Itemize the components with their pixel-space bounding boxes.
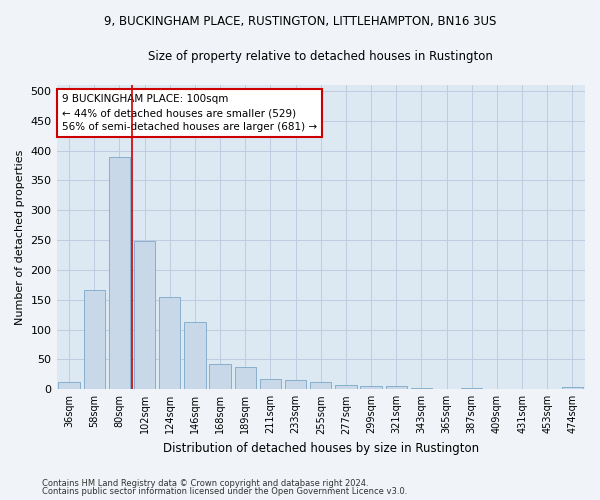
- Text: 9, BUCKINGHAM PLACE, RUSTINGTON, LITTLEHAMPTON, BN16 3US: 9, BUCKINGHAM PLACE, RUSTINGTON, LITTLEH…: [104, 15, 496, 28]
- Bar: [310, 382, 331, 390]
- Bar: [58, 382, 80, 390]
- X-axis label: Distribution of detached houses by size in Rustington: Distribution of detached houses by size …: [163, 442, 479, 455]
- Bar: [83, 290, 105, 390]
- Text: 9 BUCKINGHAM PLACE: 100sqm
← 44% of detached houses are smaller (529)
56% of sem: 9 BUCKINGHAM PLACE: 100sqm ← 44% of deta…: [62, 94, 317, 132]
- Title: Size of property relative to detached houses in Rustington: Size of property relative to detached ho…: [148, 50, 493, 63]
- Bar: [361, 386, 382, 390]
- Bar: [386, 386, 407, 390]
- Bar: [461, 388, 482, 390]
- Bar: [260, 378, 281, 390]
- Bar: [285, 380, 307, 390]
- Bar: [134, 242, 155, 390]
- Bar: [411, 388, 432, 390]
- Text: Contains public sector information licensed under the Open Government Licence v3: Contains public sector information licen…: [42, 487, 407, 496]
- Bar: [109, 156, 130, 390]
- Bar: [209, 364, 231, 390]
- Text: Contains HM Land Registry data © Crown copyright and database right 2024.: Contains HM Land Registry data © Crown c…: [42, 478, 368, 488]
- Bar: [159, 297, 181, 390]
- Bar: [235, 366, 256, 390]
- Bar: [335, 384, 356, 390]
- Bar: [562, 387, 583, 390]
- Y-axis label: Number of detached properties: Number of detached properties: [15, 150, 25, 325]
- Bar: [184, 322, 206, 390]
